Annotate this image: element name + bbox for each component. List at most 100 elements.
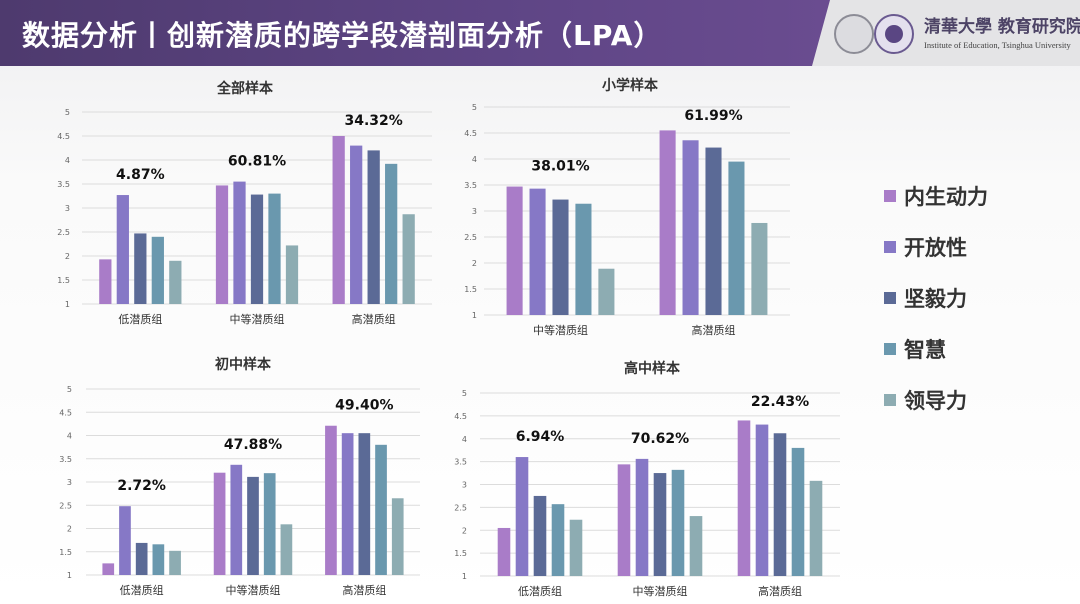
y-tick-label: 4.5 [464, 129, 477, 138]
legend-swatch [884, 189, 896, 202]
y-tick-label: 1.5 [59, 548, 72, 557]
y-tick-label: 3 [472, 207, 477, 216]
bar-坚毅力 [773, 433, 787, 576]
y-tick-label: 2.5 [464, 233, 477, 242]
bar-领导力 [169, 550, 181, 575]
bar-内生动力 [332, 136, 345, 304]
legend-item: 坚毅力 [884, 272, 988, 323]
chart-title: 全部样本 [216, 80, 274, 97]
bar-坚毅力 [134, 233, 147, 304]
x-tick-label: 中等潜质组 [230, 312, 285, 326]
tsinghua-seal-icon [834, 14, 874, 54]
bar-领导力 [598, 268, 615, 315]
y-tick-label: 3 [67, 478, 72, 487]
bar-内生动力 [659, 130, 676, 315]
group-percent-label: 22.43% [751, 394, 809, 410]
group-percent-label: 38.01% [531, 159, 589, 175]
bar-智慧 [575, 203, 592, 315]
legend-label: 智慧 [904, 337, 946, 362]
bar-智慧 [152, 544, 165, 575]
bar-内生动力 [102, 563, 115, 575]
y-tick-label: 5 [67, 385, 72, 394]
y-tick-label: 1 [472, 311, 477, 320]
chart-4: 高中样本 1 1.5 2 2.5 3 3.5 4 4.5 5 低潜质组 6.94% 中等潜质组 70.62… [454, 360, 840, 598]
bar-坚毅力 [367, 150, 380, 304]
x-tick-label: 高潜质组 [342, 583, 386, 597]
legend-item: 开放性 [884, 221, 988, 272]
bar-内生动力 [497, 527, 511, 576]
legend-label: 领导力 [904, 388, 967, 413]
group-percent-label: 61.99% [684, 108, 742, 124]
group-percent-label: 47.88% [224, 437, 282, 453]
bar-智慧 [728, 161, 745, 315]
bar-领导力 [569, 519, 583, 576]
y-tick-label: 2 [462, 526, 467, 535]
y-tick-label: 2.5 [454, 503, 467, 512]
bar-开放性 [230, 464, 243, 575]
bar-开放性 [755, 424, 769, 576]
bar-内生动力 [215, 185, 229, 304]
group-percent-label: 49.40% [335, 398, 393, 414]
legend-label: 坚毅力 [904, 286, 967, 311]
tsinghua-ioe-logo: 清華大學 教育研究院 Institute of Education, Tsing… [832, 10, 1080, 56]
bar-坚毅力 [705, 147, 722, 315]
bar-领导力 [285, 245, 299, 304]
y-tick-label: 1 [462, 572, 467, 581]
y-tick-label: 4.5 [59, 408, 72, 417]
bar-开放性 [233, 181, 246, 304]
bar-智慧 [551, 504, 565, 576]
y-tick-label: 2.5 [57, 228, 70, 237]
bar-内生动力 [617, 464, 631, 576]
bar-内生动力 [213, 472, 226, 575]
x-tick-label: 中等潜质组 [226, 583, 281, 597]
bar-领导力 [169, 260, 182, 304]
group-percent-label: 60.81% [228, 154, 286, 170]
ioe-seal-icon [874, 14, 914, 54]
bar-内生动力 [737, 420, 751, 576]
y-tick-label: 2 [472, 259, 477, 268]
legend-swatch [884, 342, 896, 355]
legend-label: 开放性 [904, 235, 967, 260]
y-tick-label: 4.5 [454, 412, 467, 421]
bar-坚毅力 [135, 542, 148, 575]
y-tick-label: 1 [67, 571, 72, 580]
legend-label: 内生动力 [904, 184, 988, 209]
y-tick-label: 5 [462, 389, 467, 398]
slide-header: 数据分析丨创新潜质的跨学段潜剖面分析（LPA） 清華大學 教育研究院 Insti… [0, 0, 1080, 66]
chart-title: 高中样本 [624, 360, 681, 377]
y-tick-label: 3.5 [59, 455, 72, 464]
group-percent-label: 34.32% [345, 113, 403, 129]
bar-开放性 [350, 145, 363, 304]
x-tick-label: 中等潜质组 [633, 584, 688, 598]
y-tick-label: 1.5 [57, 276, 70, 285]
chart-title: 小学样本 [602, 77, 659, 94]
bar-领导力 [280, 524, 293, 575]
y-tick-label: 4 [472, 155, 477, 164]
group-percent-label: 70.62% [631, 431, 689, 447]
y-tick-label: 2 [67, 525, 72, 534]
y-tick-label: 2 [65, 252, 70, 261]
x-tick-label: 低潜质组 [118, 312, 162, 326]
title-bar: 数据分析丨创新潜质的跨学段潜剖面分析（LPA） [0, 0, 830, 66]
bar-坚毅力 [533, 495, 547, 576]
y-tick-label: 3 [65, 204, 70, 213]
x-tick-label: 高潜质组 [692, 323, 736, 337]
legend-swatch [884, 291, 896, 304]
bar-内生动力 [506, 186, 523, 315]
slide-title: 数据分析丨创新潜质的跨学段潜剖面分析（LPA） [22, 19, 663, 52]
group-percent-label: 4.87% [116, 167, 165, 183]
bar-领导力 [809, 480, 823, 576]
y-tick-label: 4 [462, 435, 467, 444]
y-tick-label: 3.5 [57, 180, 70, 189]
bar-智慧 [268, 193, 281, 304]
bar-内生动力 [325, 425, 337, 575]
bar-开放性 [515, 457, 529, 576]
chart-3: 初中样本 1 1.5 2 2.5 3 3.5 4 4.5 5 低潜质组 2.72% 中等潜质组 47.88… [59, 356, 420, 597]
bar-开放性 [341, 433, 354, 575]
bar-领导力 [402, 214, 415, 304]
y-tick-label: 4 [67, 432, 72, 441]
y-tick-label: 1.5 [454, 549, 467, 558]
bar-领导力 [689, 516, 703, 576]
y-tick-label: 4.5 [57, 132, 70, 141]
